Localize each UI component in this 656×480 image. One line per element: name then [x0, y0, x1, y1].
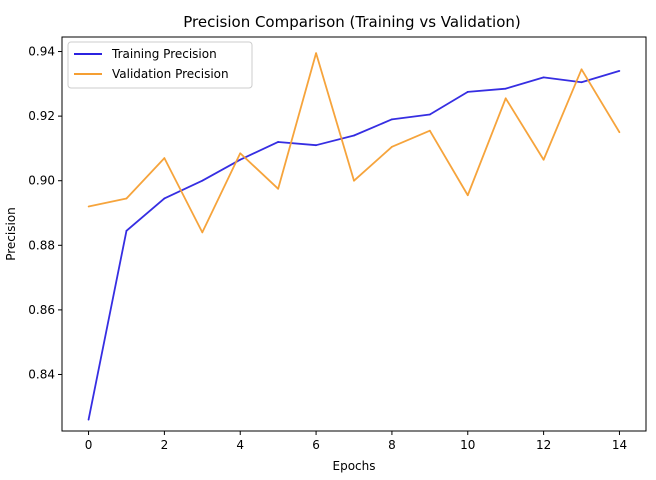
x-tick-label: 6: [312, 438, 320, 452]
data-point: [201, 179, 204, 182]
data-point: [429, 113, 431, 116]
x-tick-label: 4: [236, 438, 244, 452]
legend-label: Training Precision: [111, 47, 217, 61]
series-lines: [87, 52, 621, 421]
plot-area-frame: [61, 36, 647, 432]
data-point: [618, 131, 621, 134]
x-tick-label: 12: [536, 438, 551, 452]
data-point: [201, 231, 204, 234]
data-point: [353, 134, 355, 137]
y-axis-label: Precision: [4, 207, 18, 261]
legend-box: [67, 41, 253, 89]
y-tick-label: 0.94: [28, 45, 55, 59]
data-point: [277, 187, 279, 190]
x-tick-label: 14: [612, 438, 627, 452]
data-point: [125, 229, 128, 232]
y-tick-label: 0.84: [28, 367, 55, 381]
data-point: [239, 152, 242, 155]
data-point: [239, 158, 242, 161]
data-point: [315, 144, 317, 146]
x-tick-label: 8: [388, 438, 396, 452]
x-tick-label: 0: [85, 438, 93, 452]
legend: Training Precision Validation Precision: [67, 41, 253, 89]
data-point: [163, 197, 166, 200]
series-line-training: [87, 70, 620, 420]
y-tick-label: 0.92: [28, 109, 55, 123]
data-point: [315, 52, 317, 54]
data-point: [87, 418, 90, 421]
data-point: [542, 76, 545, 79]
data-point: [542, 158, 545, 161]
data-point: [391, 118, 393, 121]
axis-ticks: 0 2 4 6 8 10 12 14 0.84 0.86 0.88 0.90 0.92 0.94: [28, 45, 627, 452]
data-point: [466, 194, 469, 197]
data-point: [353, 179, 355, 182]
data-point: [580, 81, 583, 84]
data-point: [504, 97, 507, 100]
x-axis-label: Epochs: [333, 459, 376, 473]
data-point: [429, 129, 431, 132]
data-point: [580, 68, 583, 71]
x-tick-label: 10: [460, 438, 475, 452]
data-point: [504, 87, 507, 90]
data-point: [125, 197, 128, 200]
data-point: [277, 141, 279, 143]
y-tick-label: 0.88: [28, 238, 55, 252]
legend-label: Validation Precision: [112, 67, 229, 81]
data-point: [87, 205, 90, 208]
y-tick-label: 0.90: [28, 174, 55, 188]
y-tick-label: 0.86: [28, 303, 55, 317]
data-point: [618, 70, 621, 72]
chart-title: Precision Comparison (Training vs Valida…: [183, 13, 520, 31]
data-point: [391, 146, 393, 148]
x-tick-label: 2: [161, 438, 169, 452]
data-point: [466, 91, 469, 93]
data-point: [163, 157, 166, 159]
